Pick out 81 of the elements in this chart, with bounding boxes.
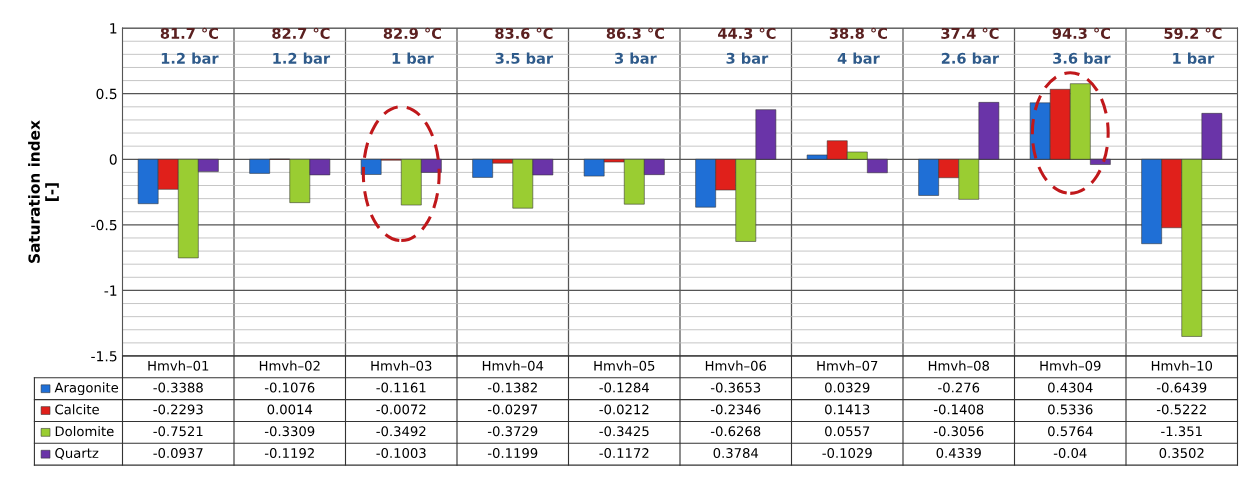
data-label: -0.7521 bbox=[153, 426, 203, 437]
annotation: 82.9 °C bbox=[383, 27, 441, 39]
annotation: 37.4 °C bbox=[941, 27, 999, 39]
x-tick-label: Hmvh–02 bbox=[259, 360, 320, 371]
annotation: 1.2 bar bbox=[273, 52, 331, 64]
data-label: -0.3309 bbox=[264, 426, 315, 437]
annotation: 44.3 °C bbox=[718, 27, 776, 39]
legend-label: Quartz bbox=[55, 448, 99, 460]
y-tick-label: -1 bbox=[104, 285, 117, 296]
data-label: -0.3425 bbox=[599, 426, 649, 437]
annotation: 3.5 bar bbox=[495, 52, 554, 64]
data-label: -0.1408 bbox=[933, 404, 984, 415]
y-tick-label: -1.5 bbox=[91, 351, 117, 362]
data-label: -0.04 bbox=[1053, 448, 1087, 459]
x-tick-label: Hmvh–09 bbox=[1040, 360, 1101, 371]
data-label: 0.0014 bbox=[267, 404, 313, 415]
data-label: -0.2346 bbox=[710, 404, 761, 415]
legend-label: Calcite bbox=[55, 404, 99, 415]
x-tick-label: Hmvh–06 bbox=[705, 360, 767, 371]
data-label: -0.6439 bbox=[1156, 382, 1207, 393]
data-label: -0.3492 bbox=[376, 426, 426, 437]
x-tick-label: Hmvh–07 bbox=[817, 360, 878, 371]
data-label: -0.1003 bbox=[376, 448, 426, 459]
data-label: -0.0212 bbox=[599, 404, 649, 415]
data-label: 0.1413 bbox=[825, 404, 870, 415]
data-label: -0.0297 bbox=[487, 404, 538, 415]
data-label: -1.351 bbox=[1161, 426, 1202, 437]
data-label: -0.3729 bbox=[487, 426, 538, 437]
y-tick-label: 1 bbox=[110, 23, 117, 34]
data-label: -0.6268 bbox=[710, 426, 761, 437]
data-label: -0.0937 bbox=[153, 448, 203, 459]
x-tick-label: Hmvh–05 bbox=[594, 360, 655, 371]
data-label: -0.1161 bbox=[376, 382, 426, 393]
y-axis-title: Saturation index [-] bbox=[28, 120, 59, 263]
data-label: -0.1382 bbox=[487, 382, 537, 393]
data-label: 0.4304 bbox=[1048, 382, 1093, 393]
legend-label: Aragonite bbox=[54, 382, 119, 396]
x-tick-label: Hmvh–01 bbox=[148, 360, 209, 371]
data-label: -0.1076 bbox=[264, 382, 315, 393]
legend-label: Dolomite bbox=[55, 425, 114, 437]
data-label: -0.1199 bbox=[487, 448, 538, 459]
data-label: 0.3784 bbox=[713, 448, 759, 459]
x-tick-label: Hmvh–03 bbox=[371, 360, 432, 371]
annotation: 83.6 °C bbox=[495, 27, 553, 39]
data-label: 0.0329 bbox=[825, 382, 870, 393]
data-label: -0.3388 bbox=[153, 382, 203, 393]
annotation: 3 bar bbox=[615, 52, 657, 64]
x-tick-label: Hmvh–04 bbox=[482, 360, 544, 371]
data-label: -0.2293 bbox=[153, 404, 203, 415]
data-label: -0.0072 bbox=[376, 404, 426, 415]
data-label: 0.3502 bbox=[1159, 448, 1204, 459]
annotation: 1.2 bar bbox=[161, 52, 219, 64]
data-label: -0.3056 bbox=[933, 426, 984, 437]
annotation: 94.3 °C bbox=[1052, 27, 1110, 39]
annotation: 3.6 bar bbox=[1053, 52, 1111, 64]
data-label: 0.5336 bbox=[1048, 404, 1093, 415]
annotation: 3 bar bbox=[726, 52, 769, 64]
annotation: 2.6 bar bbox=[941, 52, 1000, 64]
data-label: -0.1029 bbox=[822, 448, 872, 459]
data-label: 0.5764 bbox=[1048, 426, 1093, 437]
annotation: 4 bar bbox=[837, 52, 880, 64]
data-label: -0.5222 bbox=[1156, 404, 1206, 415]
x-tick-label: Hmvh–10 bbox=[1151, 360, 1213, 371]
annotation: 38.8 °C bbox=[829, 27, 887, 39]
x-tick-label: Hmvh–08 bbox=[928, 360, 990, 371]
annotation: 1 bar bbox=[1173, 52, 1215, 64]
data-label: 0.0557 bbox=[825, 426, 870, 437]
annotation: 81.7 °C bbox=[160, 27, 218, 39]
annotation: 82.7 °C bbox=[272, 27, 330, 39]
annotation: 1 bar bbox=[392, 52, 434, 64]
data-label: -0.276 bbox=[938, 382, 980, 393]
annotation: 86.3 °C bbox=[606, 27, 664, 39]
data-label: 0.4339 bbox=[936, 448, 981, 459]
data-label: -0.1192 bbox=[264, 448, 314, 459]
data-label: -0.3653 bbox=[710, 382, 761, 393]
y-tick-label: 0 bbox=[109, 154, 117, 165]
data-label: -0.1172 bbox=[599, 448, 649, 459]
y-tick-label: -0.5 bbox=[91, 219, 117, 231]
y-tick-label: 0.5 bbox=[96, 88, 117, 100]
annotation: 59.2 °C bbox=[1164, 27, 1222, 39]
data-label: -0.1284 bbox=[599, 382, 649, 393]
